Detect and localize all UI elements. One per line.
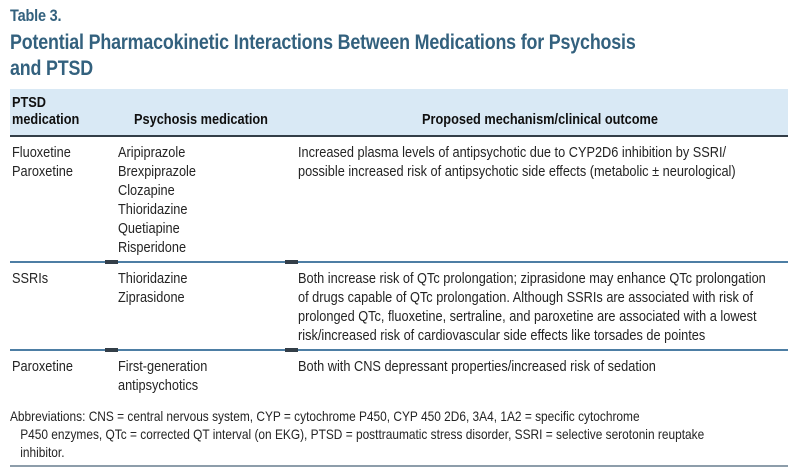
row-divider bbox=[10, 348, 788, 352]
table-row: SSRIs Thioridazine Ziprasidone Both incr… bbox=[10, 263, 788, 349]
mechanism-cell: Both increase risk of QTc prolongation; … bbox=[298, 270, 766, 344]
footnote-line: P450 enzymes, QTc = corrected QT interva… bbox=[20, 426, 705, 442]
header-proposed-mechanism: Proposed mechanism/clinical outcome bbox=[422, 111, 658, 128]
ptsd-medication-cell: Paroxetine bbox=[12, 358, 73, 375]
mechanism-cell: Increased plasma levels of antipsychotic… bbox=[298, 144, 736, 180]
psychosis-medication-cell: Aripiprazole Brexpiprazole Clozapine Thi… bbox=[118, 144, 196, 256]
ptsd-medication-cell: Fluoxetine Paroxetine bbox=[12, 144, 73, 180]
page-title: Potential Pharmacokinetic Interactions B… bbox=[10, 31, 636, 80]
table-row: Fluoxetine Paroxetine Aripiprazole Brexp… bbox=[10, 137, 788, 261]
header-psychosis-medication: Psychosis medication bbox=[134, 111, 268, 128]
abbreviations-footnote: Abbreviations: CNS = central nervous sys… bbox=[10, 407, 788, 461]
column-boundary-tick bbox=[285, 260, 298, 264]
table-label: Table 3. bbox=[10, 6, 62, 25]
psychosis-medication-cell: Thioridazine Ziprasidone bbox=[118, 270, 188, 306]
mechanism-cell: Both with CNS depressant properties/incr… bbox=[298, 358, 656, 375]
header-ptsd-medication: PTSD medication bbox=[12, 94, 80, 128]
bottom-rule bbox=[10, 465, 788, 467]
column-boundary-tick bbox=[105, 260, 118, 264]
table-header-row: PTSD medication Psychosis medication Pro… bbox=[10, 89, 788, 137]
footnote-line: Abbreviations: CNS = central nervous sys… bbox=[10, 408, 640, 424]
table-row: Paroxetine First-generation antipsychoti… bbox=[10, 351, 788, 399]
column-boundary-tick bbox=[105, 348, 118, 352]
ptsd-medication-cell: SSRIs bbox=[12, 270, 49, 287]
footnote-line: inhibitor. bbox=[20, 444, 65, 460]
row-divider bbox=[10, 260, 788, 264]
interactions-table: PTSD medication Psychosis medication Pro… bbox=[10, 89, 788, 399]
psychosis-medication-cell: First-generation antipsychotics bbox=[118, 358, 208, 394]
column-boundary-tick bbox=[285, 348, 298, 352]
